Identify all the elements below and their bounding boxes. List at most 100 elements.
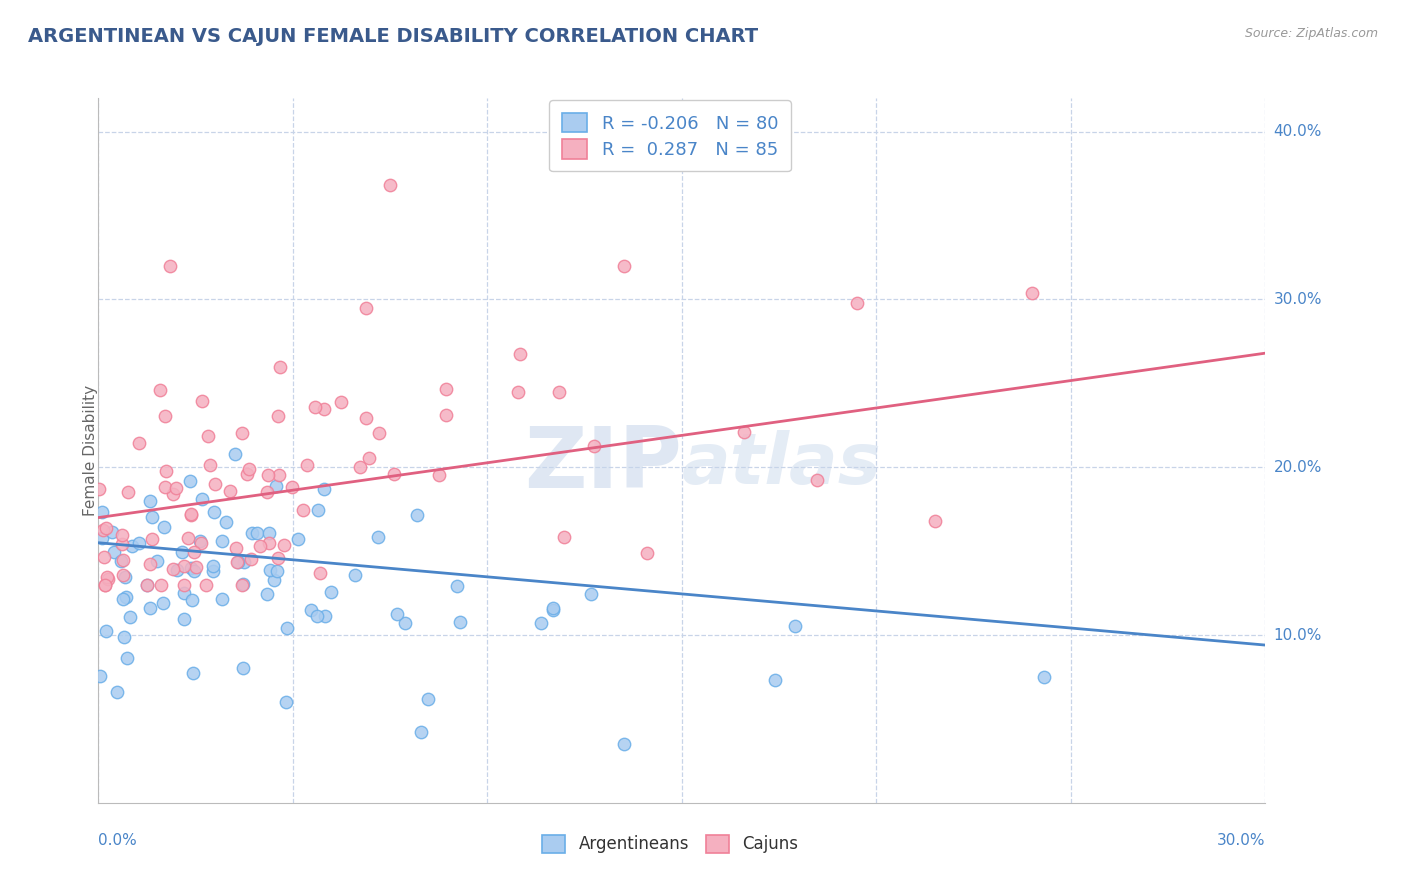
Point xyxy=(257,536,280,550)
Point xyxy=(257,526,280,541)
Point xyxy=(93,523,115,537)
Point xyxy=(276,621,298,635)
Point xyxy=(225,541,247,556)
Point xyxy=(112,592,135,607)
Point xyxy=(111,528,134,542)
Point xyxy=(172,544,194,558)
Point xyxy=(269,359,291,374)
Point xyxy=(256,484,278,499)
Point xyxy=(118,609,141,624)
Point xyxy=(312,402,335,417)
Point xyxy=(582,439,605,453)
Point xyxy=(224,446,246,460)
Point xyxy=(152,596,174,610)
Point xyxy=(180,507,202,521)
Point xyxy=(201,558,224,573)
Point xyxy=(101,524,124,539)
Point xyxy=(211,533,233,548)
Point xyxy=(301,603,323,617)
Point xyxy=(232,555,254,569)
Point xyxy=(359,451,381,466)
Point xyxy=(225,555,247,569)
Point xyxy=(201,565,224,579)
Point xyxy=(112,630,135,644)
Point xyxy=(367,530,389,544)
Point xyxy=(806,473,828,487)
Point xyxy=(115,651,138,665)
Point xyxy=(246,526,269,541)
Point xyxy=(204,476,226,491)
Point xyxy=(406,508,429,522)
Point xyxy=(94,521,117,535)
Point xyxy=(307,608,329,623)
Point xyxy=(924,514,946,528)
Point xyxy=(553,530,575,544)
Point xyxy=(117,484,139,499)
Point xyxy=(509,347,531,361)
Point xyxy=(785,619,807,633)
Point xyxy=(636,546,658,560)
Y-axis label: Female Disability: Female Disability xyxy=(83,384,97,516)
Point xyxy=(274,695,297,709)
Point xyxy=(121,539,143,553)
Text: 10.0%: 10.0% xyxy=(1274,627,1322,642)
Point xyxy=(228,555,250,569)
Point xyxy=(173,577,195,591)
Point xyxy=(354,411,377,425)
Point xyxy=(281,479,304,493)
Point xyxy=(287,532,309,546)
Point xyxy=(90,532,112,546)
Point xyxy=(238,462,260,476)
Point xyxy=(427,467,450,482)
Point xyxy=(177,531,200,545)
Point xyxy=(239,551,262,566)
Text: 30.0%: 30.0% xyxy=(1218,833,1265,848)
Text: 0.0%: 0.0% xyxy=(98,833,138,848)
Point xyxy=(204,505,226,519)
Point xyxy=(155,464,177,478)
Text: 20.0%: 20.0% xyxy=(1274,459,1322,475)
Point xyxy=(162,562,184,576)
Text: 30.0%: 30.0% xyxy=(1274,292,1322,307)
Point xyxy=(329,395,352,409)
Point xyxy=(411,725,433,739)
Point xyxy=(162,487,184,501)
Point xyxy=(256,587,278,601)
Point xyxy=(292,502,315,516)
Point xyxy=(135,577,157,591)
Point xyxy=(368,426,391,441)
Text: atlas: atlas xyxy=(682,430,882,499)
Point xyxy=(183,545,205,559)
Point xyxy=(139,601,162,615)
Point xyxy=(506,384,529,399)
Point xyxy=(94,577,117,591)
Point xyxy=(111,537,134,551)
Point xyxy=(266,409,288,424)
Text: ARGENTINEAN VS CAJUN FEMALE DISABILITY CORRELATION CHART: ARGENTINEAN VS CAJUN FEMALE DISABILITY C… xyxy=(28,27,758,45)
Point xyxy=(103,545,125,559)
Point xyxy=(186,560,208,574)
Point xyxy=(93,550,115,565)
Text: Source: ZipAtlas.com: Source: ZipAtlas.com xyxy=(1244,27,1378,40)
Point xyxy=(846,295,869,310)
Point xyxy=(446,579,468,593)
Point xyxy=(232,577,254,591)
Point xyxy=(354,301,377,315)
Point xyxy=(198,458,221,472)
Point xyxy=(763,673,786,688)
Point xyxy=(159,259,181,273)
Point xyxy=(434,408,457,422)
Point xyxy=(231,425,253,440)
Point xyxy=(231,577,253,591)
Point xyxy=(380,178,402,193)
Point xyxy=(264,479,287,493)
Point xyxy=(256,467,278,482)
Point xyxy=(112,567,135,582)
Point xyxy=(547,385,569,400)
Point xyxy=(89,669,111,683)
Point xyxy=(94,624,117,638)
Point xyxy=(173,559,195,574)
Point xyxy=(307,503,329,517)
Point xyxy=(155,480,177,494)
Point xyxy=(180,561,202,575)
